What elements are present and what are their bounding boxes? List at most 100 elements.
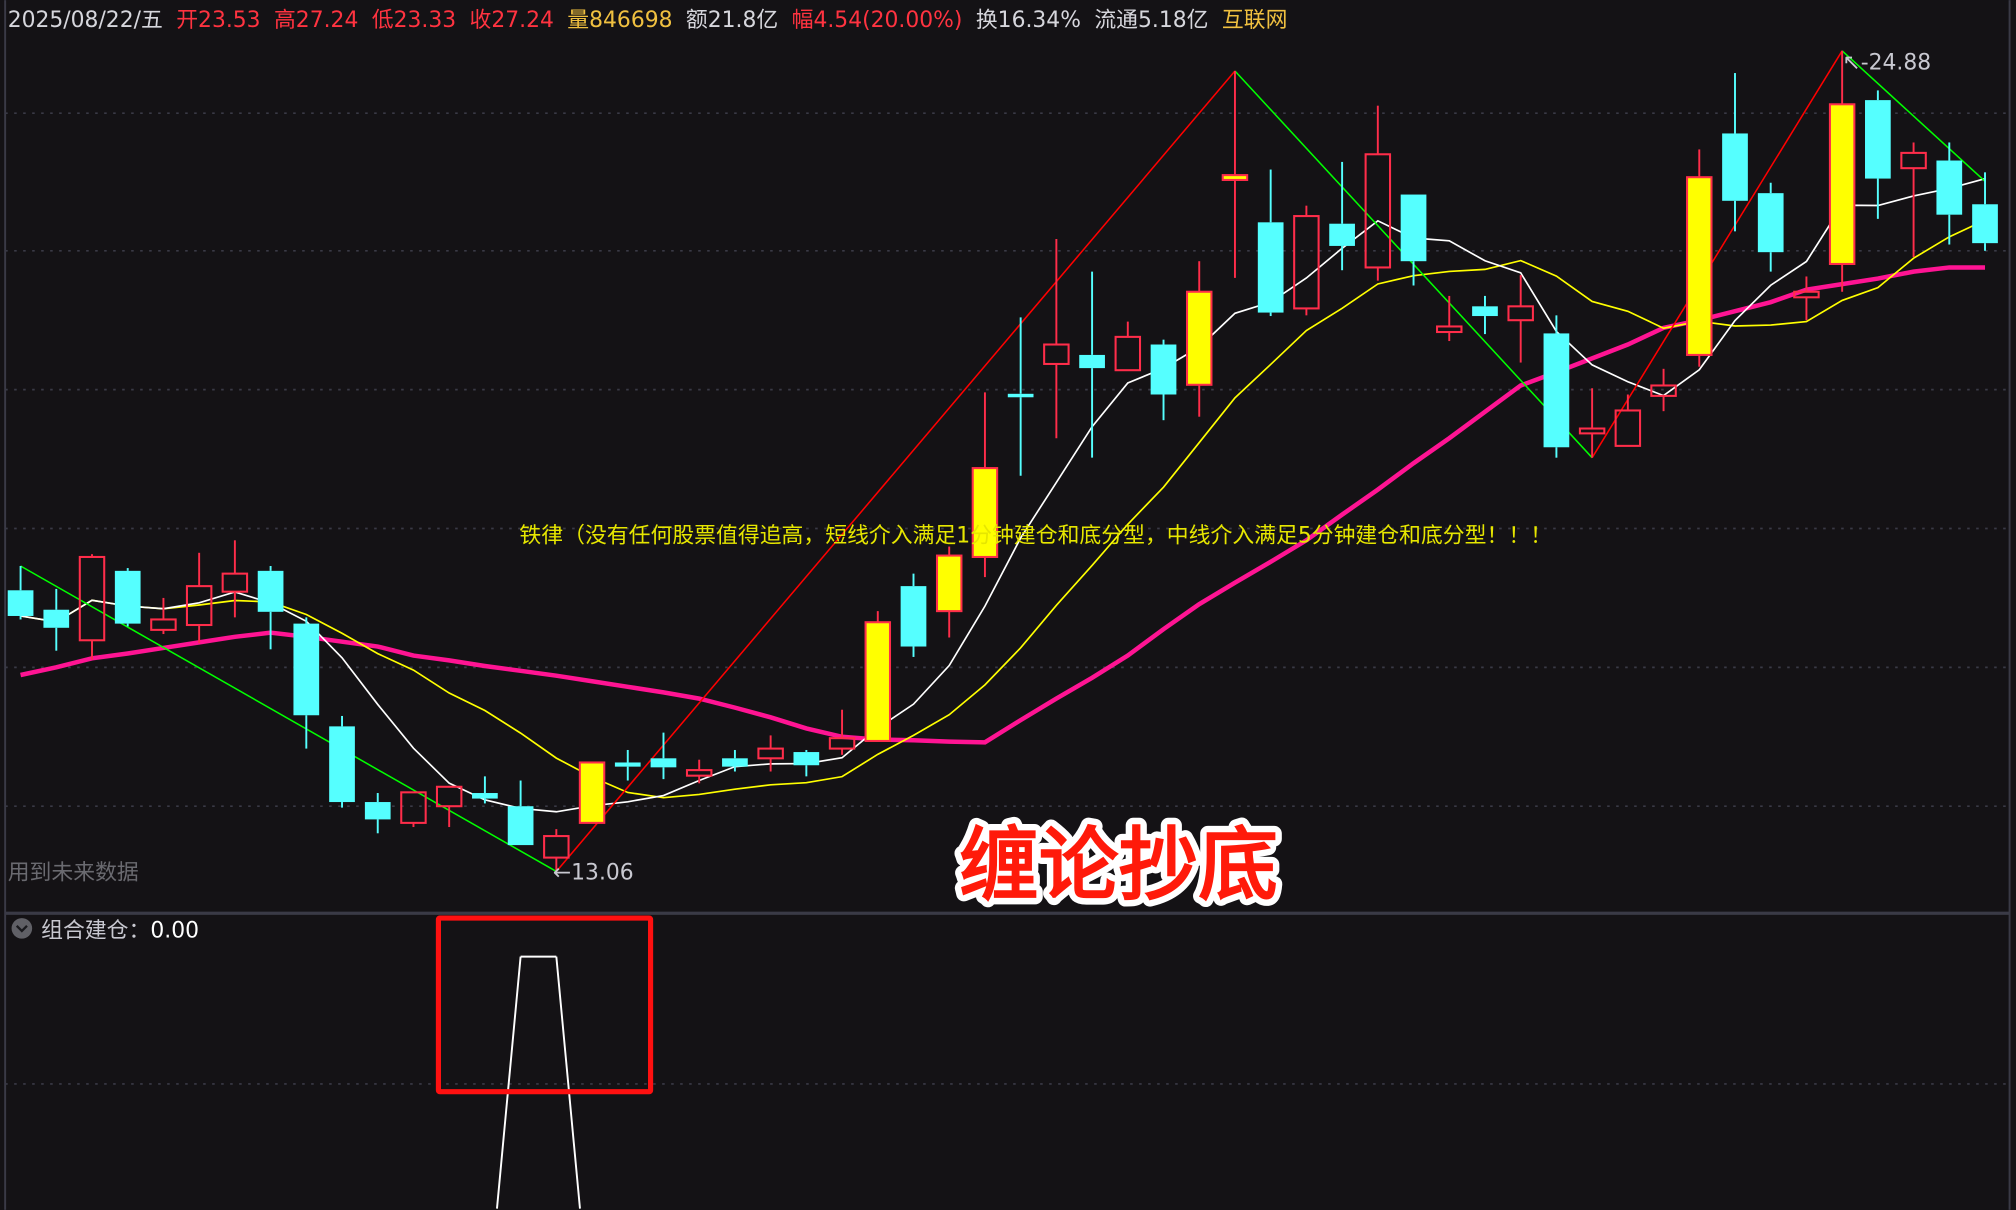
candle-body [935, 554, 963, 613]
candle-body [150, 618, 177, 631]
candle-body [722, 758, 748, 767]
candle [43, 588, 70, 651]
candle [1007, 317, 1034, 476]
candle [722, 749, 748, 772]
candle-body [685, 769, 713, 777]
candle-body [614, 762, 641, 767]
quote-header: 2025/08/22/五 开23.53 高27.24 低23.33 收27.24… [8, 8, 1288, 33]
candle-body [1364, 153, 1392, 269]
low-price: 低23.33 [372, 8, 456, 33]
low-price-label: 13.06 [571, 861, 634, 886]
candle-body [1614, 409, 1642, 447]
candle-body [185, 585, 213, 627]
candle [400, 791, 427, 828]
candle [472, 776, 498, 804]
indicator-value: 0.00 [150, 918, 199, 943]
candle-body [221, 572, 249, 593]
candle [578, 761, 606, 824]
candle-body [757, 747, 784, 760]
candle [1972, 172, 1998, 251]
candle [685, 759, 713, 784]
close-price: 收27.24 [470, 8, 554, 33]
candle-body [435, 785, 463, 808]
indicator-label: 组合建仓：0.00 [41, 918, 199, 943]
zigzag-down-segment [20, 565, 557, 873]
candle [1614, 394, 1642, 447]
candle [793, 749, 820, 777]
candle [650, 732, 677, 780]
candle-body [472, 793, 498, 799]
candle [1722, 73, 1748, 232]
candle-body [1329, 223, 1355, 246]
ma-short-line [20, 177, 1986, 813]
candle [364, 793, 391, 834]
panel-divider[interactable] [5, 911, 2010, 915]
zigzag-up-segment [1591, 50, 1843, 459]
candle [1865, 90, 1891, 219]
candle [78, 554, 106, 660]
turnover: 换16.34% [976, 8, 1081, 33]
indicator-series [496, 955, 581, 1209]
candle-body [578, 761, 606, 824]
candle-body [1043, 343, 1070, 365]
candlesticks [7, 50, 1998, 872]
change-pct: 幅4.54(20.00%) [792, 8, 963, 33]
candle [614, 749, 641, 781]
rule-note: 铁律（没有任何股票值得追高，短线介入满足1分钟建仓和底分型，中线介入满足5分钟建… [519, 524, 1552, 549]
candle-body [650, 758, 677, 768]
candle [757, 735, 784, 772]
candle [1507, 275, 1534, 363]
candle-body [543, 835, 570, 859]
candle-body [364, 802, 391, 820]
candle-body [900, 586, 927, 647]
candle-body [293, 623, 320, 716]
candle [828, 709, 856, 755]
candle [1364, 105, 1392, 281]
candle [1114, 321, 1142, 372]
candle-body [1257, 222, 1284, 313]
candle [1543, 315, 1570, 458]
ma-mid-line [20, 219, 1986, 799]
candle [1650, 368, 1677, 412]
zigzag-down-segment [1841, 50, 1986, 182]
collapse-toggle-icon[interactable] [11, 918, 33, 939]
high-price: 高27.24 [274, 8, 358, 33]
candle [1400, 194, 1427, 286]
chevron-down-icon [15, 924, 28, 933]
candle [1793, 276, 1820, 321]
candle-body [1150, 344, 1177, 395]
candle-body [1972, 204, 1998, 244]
candle [329, 715, 355, 808]
candle [1578, 388, 1606, 458]
candle-body [43, 609, 70, 628]
low-marker: ←13.06 [553, 861, 634, 886]
candle-body [1686, 176, 1713, 356]
candle [1079, 271, 1105, 458]
candle-body [1578, 427, 1606, 435]
candle [7, 565, 34, 620]
candle [1936, 142, 1963, 245]
high-marker: ↖-24.88 [1842, 51, 1931, 76]
candle [150, 597, 177, 635]
candle-body [1114, 335, 1142, 372]
candle [864, 611, 892, 742]
candle [221, 540, 249, 618]
indicator-line-segment [496, 956, 522, 1209]
date-text: 2025/08/22/五 [8, 8, 163, 33]
candle-body [1828, 103, 1856, 266]
candle-body [1007, 393, 1034, 398]
candle-body [1472, 306, 1498, 317]
future-data-label: 用到未来数据 [8, 861, 139, 886]
candle-body [1650, 384, 1677, 397]
candle-body [828, 737, 856, 750]
candle [114, 568, 141, 627]
candle-body [257, 570, 284, 612]
highlight-box [435, 915, 654, 1095]
candle-body [78, 555, 106, 642]
candle-body [507, 806, 534, 846]
candle [971, 392, 999, 578]
candle [1185, 261, 1213, 417]
candle-body [1079, 354, 1105, 369]
candle [185, 552, 213, 644]
